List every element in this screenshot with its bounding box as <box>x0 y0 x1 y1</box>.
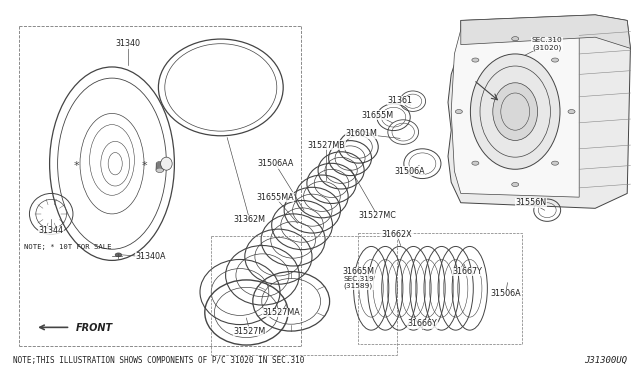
Ellipse shape <box>470 54 560 169</box>
Text: NOTE; * 10T FOR SALE: NOTE; * 10T FOR SALE <box>24 244 111 250</box>
Text: *: * <box>141 161 147 170</box>
Ellipse shape <box>156 168 164 173</box>
Text: 31527MC: 31527MC <box>358 211 397 220</box>
Polygon shape <box>451 24 579 197</box>
Text: 31340A: 31340A <box>135 252 166 261</box>
Ellipse shape <box>512 182 518 186</box>
Ellipse shape <box>493 83 538 140</box>
Ellipse shape <box>512 36 518 41</box>
Ellipse shape <box>156 163 164 168</box>
Text: 31506AA: 31506AA <box>257 159 293 168</box>
Text: FRONT: FRONT <box>76 323 113 333</box>
Ellipse shape <box>156 164 164 169</box>
Ellipse shape <box>161 157 172 170</box>
Text: NOTE;THIS ILLUSTRATION SHOWS COMPONENTS OF P/C 31020 IN SEC.310: NOTE;THIS ILLUSTRATION SHOWS COMPONENTS … <box>13 356 304 365</box>
Text: 31506A: 31506A <box>490 289 521 298</box>
Ellipse shape <box>472 161 479 165</box>
Text: 31556N: 31556N <box>516 198 547 207</box>
Ellipse shape <box>115 253 122 257</box>
Text: 31527MA: 31527MA <box>263 308 300 317</box>
Text: 31601M: 31601M <box>346 129 378 138</box>
Ellipse shape <box>156 166 164 171</box>
Text: 31506A: 31506A <box>394 167 425 176</box>
Text: 31527M: 31527M <box>234 327 266 336</box>
Text: 31362M: 31362M <box>234 215 266 224</box>
Ellipse shape <box>552 58 559 62</box>
Text: J31300UQ: J31300UQ <box>584 356 627 365</box>
Bar <box>358 232 522 344</box>
Text: 31527MB: 31527MB <box>308 141 345 150</box>
Text: 31655M: 31655M <box>362 111 394 120</box>
Ellipse shape <box>568 109 575 114</box>
Polygon shape <box>461 15 630 48</box>
Ellipse shape <box>472 58 479 62</box>
Text: SEC.319
(31589): SEC.319 (31589) <box>343 276 374 289</box>
Text: 31662X: 31662X <box>381 230 412 239</box>
Ellipse shape <box>156 167 164 171</box>
Ellipse shape <box>156 163 164 167</box>
Text: 31667Y: 31667Y <box>452 267 482 276</box>
Text: *: * <box>74 161 79 170</box>
Text: 31665M: 31665M <box>342 267 374 276</box>
Ellipse shape <box>156 161 164 166</box>
Text: 31340: 31340 <box>115 39 141 48</box>
Polygon shape <box>448 15 630 208</box>
Ellipse shape <box>456 109 463 114</box>
Ellipse shape <box>552 161 559 165</box>
Text: 31361: 31361 <box>387 96 413 105</box>
Text: 31666Y: 31666Y <box>408 319 437 328</box>
Text: 31344: 31344 <box>38 226 64 235</box>
Ellipse shape <box>156 165 164 170</box>
Text: 31655MA: 31655MA <box>257 193 294 202</box>
Text: SEC.310
(31020): SEC.310 (31020) <box>532 37 563 51</box>
